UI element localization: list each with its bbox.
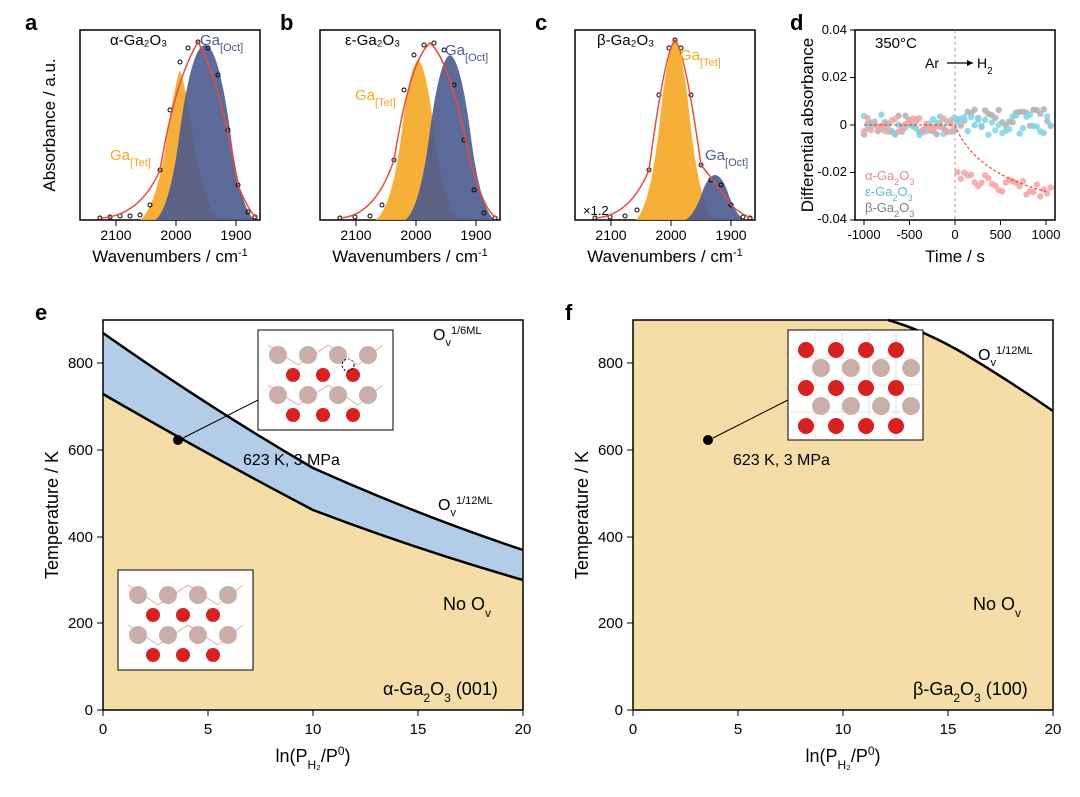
ytick-d-0: -0.04: [817, 211, 847, 226]
ga-tet-label-b: Ga[Tet]: [355, 87, 396, 109]
ytick-f-4: 800: [598, 355, 623, 372]
xtick-b-1: 2000: [400, 227, 431, 243]
xlabel-b: Wavenumbers / cm-1: [332, 247, 488, 266]
ov16-label-e: Ov1/6ML: [433, 325, 482, 349]
xtick-a-1: 2000: [160, 227, 191, 243]
ylabel-a: Absorbance / a.u.: [40, 58, 59, 191]
xtick-e-3: 15: [410, 721, 427, 738]
xlabel-a: Wavenumbers / cm-1: [92, 247, 248, 266]
ylabel-f: Temperature / K: [572, 451, 592, 579]
panel-c: c β-Ga₂O₃ Ga[Tet] Ga[Oct] ×1.2 2100 200: [545, 10, 785, 295]
ytick-e-0: 0: [85, 702, 93, 719]
ytick-f-0: 0: [615, 702, 623, 719]
xtick-c-1: 2000: [655, 227, 686, 243]
ytick-e-2: 400: [68, 529, 93, 546]
h2-label: H2: [977, 55, 993, 77]
xtick-c-2: 1900: [715, 227, 746, 243]
panel-c-label: c: [535, 10, 547, 36]
scale-note-c: ×1.2: [583, 203, 609, 218]
panel-a-label: a: [25, 10, 37, 36]
xtick-e-4: 20: [515, 721, 532, 738]
panel-d-label: d: [790, 10, 803, 36]
xtick-f-3: 15: [940, 721, 957, 738]
xtick-e-2: 10: [305, 721, 322, 738]
ytick-e-4: 800: [68, 355, 93, 372]
ytick-d-4: 0.04: [822, 22, 847, 37]
xlabel-e: ln(PH₂/P0): [275, 744, 350, 772]
ytick-e-3: 600: [68, 442, 93, 459]
panel-b: b ε-Ga₂O₃ Ga[Oct] Ga[Tet] 2100 2000 1900…: [290, 10, 530, 295]
ylabel-d: Differential absorbance: [798, 38, 817, 213]
temp-label-d: 350°C: [875, 35, 917, 52]
xtick-b-2: 1900: [460, 227, 491, 243]
xtick-e-0: 0: [99, 721, 107, 738]
ytick-d-3: 0.02: [822, 69, 847, 84]
panel-a: a α-Ga₂O₃ Ga[Oct] Ga[Tet]: [35, 10, 275, 295]
legend-beta: β-Ga2O3: [865, 200, 914, 219]
xtick-a-0: 2100: [100, 227, 131, 243]
ar-label: Ar: [925, 55, 939, 71]
panel-e-label: e: [35, 300, 47, 326]
panel-a-title: α-Ga₂O₃: [110, 32, 167, 49]
ytick-d-2: 0: [840, 117, 847, 132]
xtick-a-2: 1900: [220, 227, 251, 243]
xtick-f-0: 0: [629, 721, 637, 738]
xtick-c-0: 2100: [595, 227, 626, 243]
xlabel-c: Wavenumbers / cm-1: [587, 247, 743, 266]
xtick-f-4: 20: [1045, 721, 1062, 738]
ytick-f-3: 600: [598, 442, 623, 459]
panel-f: f 623 K, 3 MPa: [565, 300, 1080, 785]
xtick-d-0: -1000: [847, 227, 880, 242]
xtick-d-3: 500: [990, 227, 1012, 242]
xtick-d-1: -500: [896, 227, 922, 242]
ga-oct-label-c: Ga[Oct]: [705, 147, 748, 169]
panel-f-label: f: [565, 300, 572, 326]
ytick-e-1: 200: [68, 615, 93, 632]
panel-a-chart: α-Ga₂O₃ Ga[Oct] Ga[Tet] 2100 2000 1900 W…: [35, 10, 275, 290]
ytick-f-1: 200: [598, 615, 623, 632]
panel-b-chart: ε-Ga₂O₃ Ga[Oct] Ga[Tet] 2100 2000 1900 W…: [290, 10, 530, 290]
panel-c-title: β-Ga₂O₃: [597, 32, 654, 49]
ytick-d-1: -0.02: [817, 164, 847, 179]
ov112-label-e: Ov1/12ML: [438, 495, 493, 519]
xlabel-d: Time / s: [925, 247, 985, 266]
ylabel-e: Temperature / K: [42, 451, 62, 579]
panel-c-chart: β-Ga₂O₃ Ga[Tet] Ga[Oct] ×1.2 2100 2000 1…: [545, 10, 785, 290]
panel-b-label: b: [280, 10, 293, 36]
panel-e: e 623 K, 3 MPa: [35, 300, 555, 785]
xtick-e-1: 5: [204, 721, 212, 738]
panel-f-chart: 623 K, 3 MPa Ov1/12ML No Ov β-G: [565, 300, 1080, 780]
panel-d-chart: 350°C Ar H2 α-Ga2O3 ε-Ga2O3 β-Ga2O3 0.04…: [800, 10, 1080, 290]
xlabel-f: ln(PH₂/P0): [805, 744, 880, 772]
point-label-f: 623 K, 3 MPa: [733, 452, 830, 469]
xtick-d-4: 1000: [1032, 227, 1061, 242]
ov112-label-f: Ov1/12ML: [978, 345, 1033, 369]
panel-d: d 350°C Ar H2 α-Ga2O3 ε-Ga2O3 β-Ga2O3 0.…: [800, 10, 1080, 295]
ga-tet-label-c: Ga[Tet]: [680, 47, 721, 69]
xtick-b-0: 2100: [340, 227, 371, 243]
xtick-f-2: 10: [835, 721, 852, 738]
ytick-f-2: 400: [598, 529, 623, 546]
xtick-f-1: 5: [734, 721, 742, 738]
panel-b-title: ε-Ga₂O₃: [345, 32, 400, 49]
panel-e-chart: 623 K, 3 MPa: [35, 300, 555, 780]
xtick-d-2: 0: [951, 227, 958, 242]
point-label-e: 623 K, 3 MPa: [243, 452, 340, 469]
ga-tet-label-a: Ga[Tet]: [110, 147, 151, 169]
